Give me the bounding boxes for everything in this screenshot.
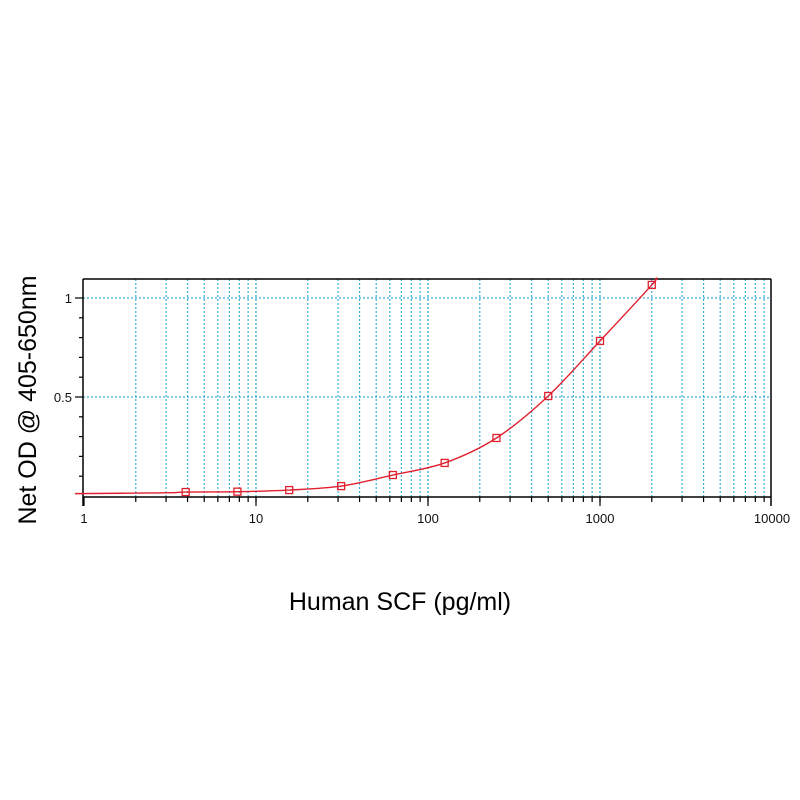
x-tick-label: 1000 <box>586 511 615 526</box>
data-point-marker <box>388 470 398 480</box>
grid-lines <box>83 279 771 497</box>
x-tick-label: 100 <box>417 511 439 526</box>
data-point-marker <box>181 487 190 497</box>
data-point-marker <box>285 485 294 495</box>
x-tick-label: 10 <box>249 511 263 526</box>
y-tick-label: 1 <box>65 291 72 306</box>
data-point-marker <box>544 391 553 401</box>
data-point-marker <box>440 458 449 468</box>
data-point-markers <box>181 280 656 497</box>
plot-frame <box>82 278 772 506</box>
x-axis-title: Human SCF (pg/ml) <box>289 588 511 616</box>
y-tick-labels: 0.51 <box>54 291 72 405</box>
curve-path <box>74 277 658 495</box>
data-point-marker <box>595 336 605 346</box>
fitted-curve <box>74 277 658 495</box>
y-tick-label: 0.5 <box>54 390 72 405</box>
data-point-marker <box>492 433 501 443</box>
data-point-marker <box>336 481 346 491</box>
data-point-marker <box>233 487 242 496</box>
data-point-marker <box>647 280 656 290</box>
y-axis-title: Net OD @ 405-650nm <box>14 275 42 524</box>
axis-ticks <box>75 297 765 506</box>
x-tick-label: 1 <box>80 511 87 526</box>
x-tick-labels: 1 10 100 1000 10000 <box>80 511 790 526</box>
x-tick-label: 10000 <box>754 511 790 526</box>
